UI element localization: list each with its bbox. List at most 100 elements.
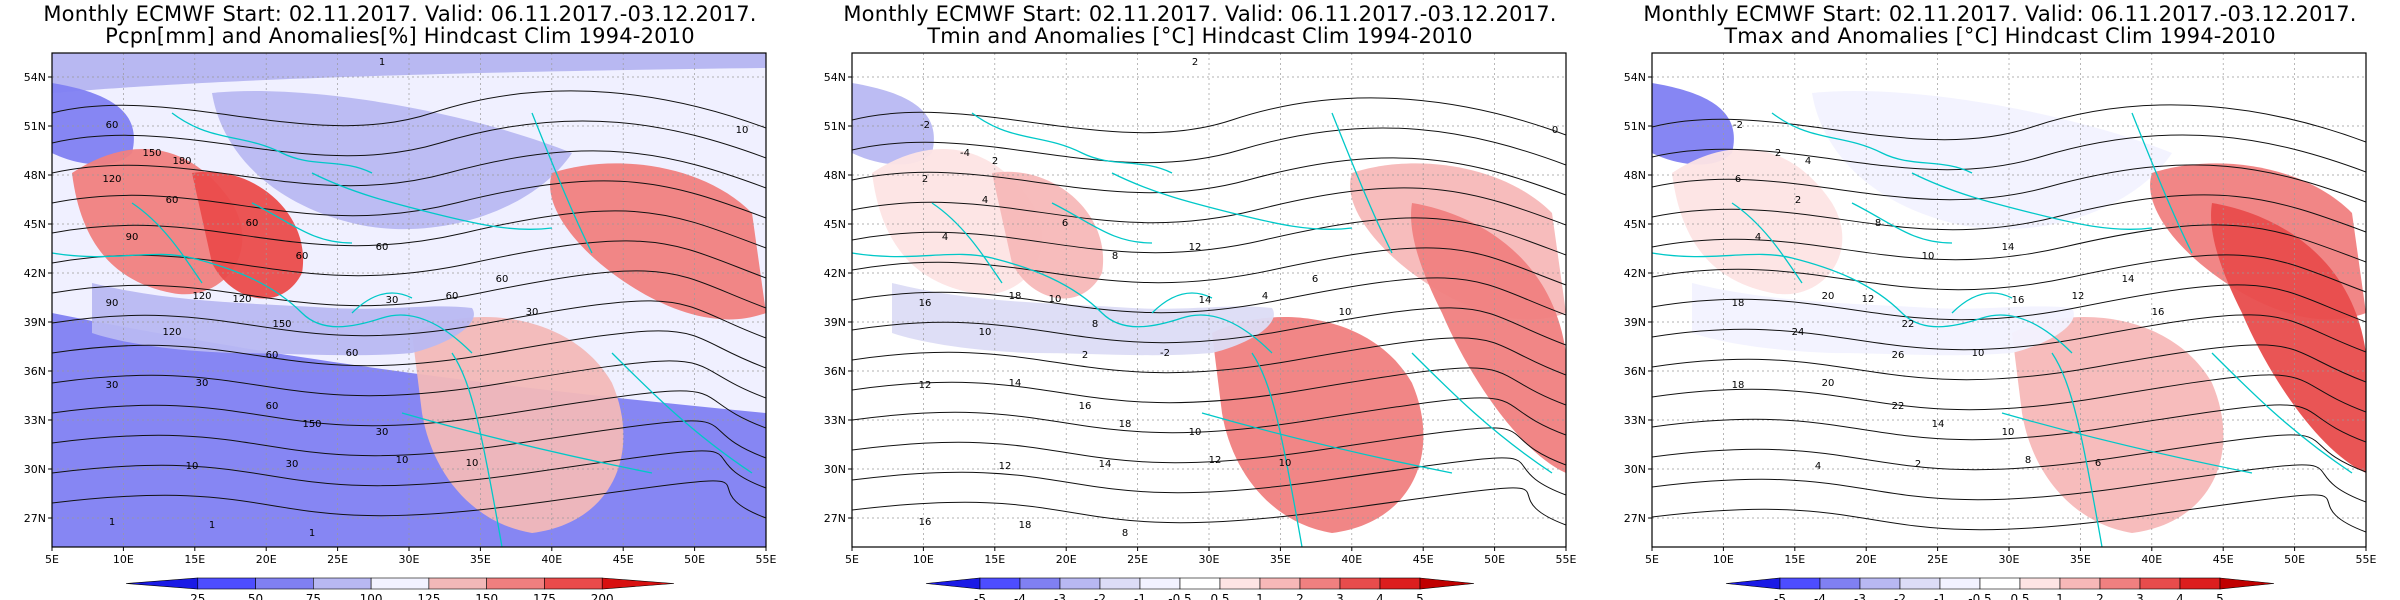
colorbar-label: 4 (2176, 592, 2184, 600)
colorbar-label: -5 (1774, 592, 1786, 600)
lon-tick-label: 50E (1484, 553, 1505, 566)
lon-tick-label: 55E (2356, 553, 2377, 566)
lon-tick-label: 15E (984, 553, 1005, 566)
contour-label: 90 (126, 232, 139, 243)
lat-tick-label: 48N (1624, 169, 1646, 182)
coastlines (852, 112, 1553, 547)
lon-tick-label: 10E (913, 553, 934, 566)
anomaly-region (192, 171, 304, 299)
lon-tick-label: 30E (1199, 553, 1220, 566)
colorbar-label: 3 (1336, 592, 1344, 600)
contour-label: 22 (1902, 319, 1915, 330)
colorbar-label: 1 (2056, 592, 2064, 600)
lat-tick-label: 42N (1624, 267, 1646, 280)
contour-label: 12 (919, 380, 932, 391)
contour-label: 12 (999, 461, 1012, 472)
contour-label: 4 (942, 232, 948, 243)
lat-tick-label: 30N (1624, 463, 1646, 476)
colorbar-label: -0.5 (1168, 592, 1191, 600)
contour-label: 4 (1805, 156, 1811, 167)
tmin-panel: Monthly ECMWF Start: 02.11.2017. Valid: … (800, 0, 1600, 600)
contour-label: 12 (2072, 291, 2085, 302)
contour-label: 16 (919, 298, 932, 309)
lon-tick-label: 25E (1127, 553, 1148, 566)
contour-label: 30 (106, 380, 119, 391)
anomaly-region (1812, 91, 2172, 230)
contour-label: 8 (1092, 319, 1098, 330)
contour-label: 14 (2122, 274, 2135, 285)
lat-tick-label: 33N (24, 414, 46, 427)
contour-label: 30 (386, 295, 399, 306)
lon-tick-label: 35E (2070, 553, 2091, 566)
panel-title: Monthly ECMWF Start: 02.11.2017. Valid: … (843, 2, 1557, 26)
contour-label: 14 (1932, 419, 1945, 430)
panel-subtitle: Pcpn[mm] and Anomalies[%] Hindcast Clim … (105, 24, 695, 48)
contour-label: 10 (1922, 251, 1935, 262)
contour-label: 1 (309, 528, 315, 539)
lat-tick-label: 45N (24, 218, 46, 231)
lon-tick-label: 45E (2213, 553, 2234, 566)
panel-title: Monthly ECMWF Start: 02.11.2017. Valid: … (43, 2, 757, 26)
colorbar-label: 5 (2216, 592, 2224, 600)
contour-label: 26 (1892, 350, 1905, 361)
colorbar: 25 50 75 100 125 150 175 200 (125, 577, 675, 600)
contour-label: 10 (2002, 427, 2015, 438)
lat-tick-label: 42N (24, 267, 46, 280)
lon-tick-label: 40E (541, 553, 562, 566)
contour-label: 150 (272, 319, 291, 330)
contour-label: 150 (302, 419, 321, 430)
contour-label: 8 (1875, 218, 1881, 229)
contour-label: 60 (266, 401, 279, 412)
anomaly-region (892, 283, 1274, 356)
colorbar-label: 200 (591, 592, 614, 600)
contour-label: 120 (232, 294, 251, 305)
colorbar-label: 125 (417, 592, 440, 600)
lat-tick-label: 36N (24, 365, 46, 378)
colorbar-label: -5 (974, 592, 986, 600)
lat-tick-label: 39N (824, 316, 846, 329)
contour-label: 0 (1552, 125, 1558, 136)
contour-label: 10 (979, 327, 992, 338)
lat-tick-label: 36N (1624, 365, 1646, 378)
contour-label: 16 (1079, 401, 1092, 412)
anomaly-region (2012, 317, 2224, 533)
lon-tick-label: 55E (756, 553, 777, 566)
contour-label: 6 (1312, 274, 1318, 285)
contour-label: 6 (1062, 218, 1068, 229)
lon-tick-label: 50E (2284, 553, 2305, 566)
lon-tick-label: 5E (45, 553, 59, 566)
contour-label: 1 (209, 520, 215, 531)
contour-label: 60 (246, 218, 259, 229)
contour-label: 16 (2152, 307, 2165, 318)
contour-label: 24 (1792, 327, 1805, 338)
colorbar-label: 4 (1376, 592, 1384, 600)
lat-tick-label: 39N (1624, 316, 1646, 329)
colorbar-label: 175 (533, 592, 556, 600)
lat-tick-label: 27N (824, 512, 846, 525)
contour-label: 8 (1122, 528, 1128, 539)
contour-label: 2 (992, 156, 998, 167)
colorbar-label: -2 (1094, 592, 1106, 600)
lat-tick-label: 30N (824, 463, 846, 476)
colorbar-label: -4 (1814, 592, 1826, 600)
contour-label: 60 (106, 120, 119, 131)
map-field: 60 150 180 120 90 60 60 60 120 60 30 90 120 150 120 60 6… (52, 53, 766, 547)
lon-tick-label: 10E (113, 553, 134, 566)
contour-label: 20 (1822, 378, 1835, 389)
colorbar-label: 50 (248, 592, 263, 600)
contour-label: 14 (1009, 378, 1022, 389)
colorbar-label: 0.5 (1210, 592, 1229, 600)
contour-label: 4 (1815, 461, 1821, 472)
anomaly-region (1672, 149, 1843, 295)
precip-panel: Monthly ECMWF Start: 02.11.2017. Valid: … (0, 0, 800, 600)
panel-subtitle: Tmax and Anomalies [°C] Hindcast Clim 19… (1724, 24, 2276, 48)
contour-label: 60 (346, 348, 359, 359)
lat-tick-label: 45N (1624, 218, 1646, 231)
colorbar-label: -3 (1054, 592, 1066, 600)
colorbar-label: 2 (1296, 592, 1304, 600)
contour-label: 2 (1795, 195, 1801, 206)
contour-label: 2 (1082, 350, 1088, 361)
